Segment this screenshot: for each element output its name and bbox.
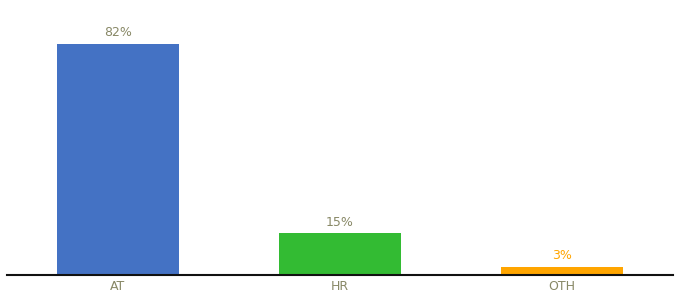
Bar: [279, 233, 401, 275]
Text: 82%: 82%: [104, 26, 132, 39]
Bar: [501, 267, 623, 275]
Bar: [57, 44, 179, 275]
Text: 3%: 3%: [552, 250, 572, 262]
Text: 15%: 15%: [326, 216, 354, 229]
